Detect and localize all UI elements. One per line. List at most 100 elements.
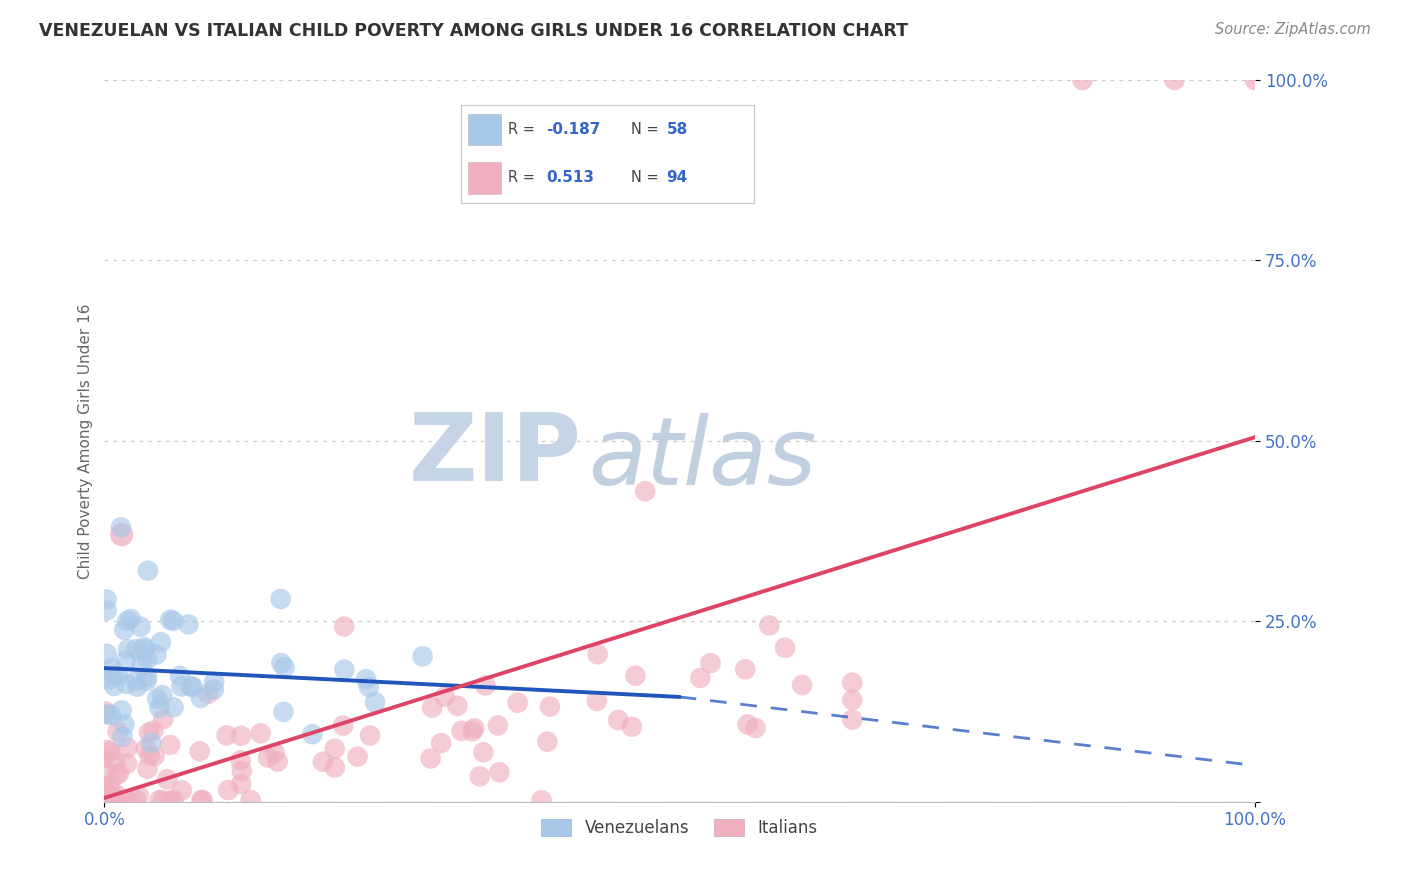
Point xyxy=(758,618,780,632)
Point xyxy=(323,741,346,756)
Point xyxy=(333,619,356,633)
Point xyxy=(472,745,495,759)
Point xyxy=(450,723,472,738)
Point xyxy=(127,680,149,694)
Point xyxy=(419,751,441,765)
Point xyxy=(332,718,354,732)
Point xyxy=(364,695,387,709)
Point xyxy=(624,669,647,683)
Point xyxy=(112,793,135,807)
Point xyxy=(257,750,280,764)
Point xyxy=(94,705,117,719)
Point xyxy=(148,700,170,714)
Point xyxy=(607,713,630,727)
Point xyxy=(149,635,172,649)
Point xyxy=(148,793,170,807)
Text: atlas: atlas xyxy=(588,413,815,504)
Point xyxy=(301,727,323,741)
Point xyxy=(150,688,173,702)
Point xyxy=(115,793,138,807)
Point xyxy=(103,668,125,682)
Point xyxy=(115,756,138,771)
Point xyxy=(474,678,496,692)
Point xyxy=(217,783,239,797)
Point xyxy=(177,617,200,632)
Point xyxy=(536,734,558,748)
Point xyxy=(159,738,181,752)
Point xyxy=(97,779,120,793)
Point xyxy=(270,656,292,670)
Point xyxy=(135,673,157,688)
Point xyxy=(790,678,813,692)
Point xyxy=(159,613,181,627)
Point xyxy=(530,793,553,807)
Point xyxy=(143,749,166,764)
Point xyxy=(412,649,434,664)
Point xyxy=(100,708,122,723)
Point xyxy=(114,654,136,668)
Point xyxy=(420,700,443,714)
Point xyxy=(169,669,191,683)
Point xyxy=(191,793,214,807)
Point xyxy=(117,614,139,628)
Point xyxy=(231,729,253,743)
Point xyxy=(135,741,157,756)
Point xyxy=(152,793,174,807)
Point xyxy=(197,687,219,701)
Point xyxy=(96,743,118,757)
Point xyxy=(744,721,766,735)
Point xyxy=(538,699,561,714)
Point xyxy=(97,788,120,802)
Point xyxy=(110,520,132,534)
Point xyxy=(111,730,134,744)
Point xyxy=(488,765,510,780)
Point xyxy=(841,693,863,707)
Text: VENEZUELAN VS ITALIAN CHILD POVERTY AMONG GIRLS UNDER 16 CORRELATION CHART: VENEZUELAN VS ITALIAN CHILD POVERTY AMON… xyxy=(39,22,908,40)
Point xyxy=(273,660,295,674)
Point xyxy=(202,682,225,697)
Point xyxy=(249,726,271,740)
Point xyxy=(96,592,118,607)
Point xyxy=(125,642,148,657)
Point xyxy=(486,718,509,732)
Point xyxy=(585,694,607,708)
Point xyxy=(136,652,159,666)
Point xyxy=(104,755,127,769)
Legend: Venezuelans, Italians: Venezuelans, Italians xyxy=(534,813,824,844)
Point xyxy=(346,749,368,764)
Point xyxy=(131,657,153,672)
Point xyxy=(117,642,139,657)
Point xyxy=(461,724,484,739)
Point xyxy=(96,765,118,780)
Point xyxy=(111,703,134,717)
Point xyxy=(117,740,139,755)
Point xyxy=(430,736,453,750)
Point xyxy=(162,700,184,714)
Point xyxy=(1163,73,1185,87)
Point xyxy=(107,724,129,739)
Point xyxy=(270,592,292,607)
Point xyxy=(239,793,262,807)
Y-axis label: Child Poverty Among Girls Under 16: Child Poverty Among Girls Under 16 xyxy=(79,303,93,579)
Point xyxy=(98,745,121,759)
Point xyxy=(115,677,138,691)
Point xyxy=(202,675,225,690)
Point xyxy=(105,768,128,782)
Point xyxy=(737,717,759,731)
Point xyxy=(162,614,184,628)
Point xyxy=(620,720,643,734)
Point xyxy=(108,766,131,780)
Point xyxy=(138,725,160,739)
Point xyxy=(506,696,529,710)
Point xyxy=(181,680,204,694)
Point xyxy=(359,729,381,743)
Point xyxy=(142,723,165,738)
Point xyxy=(190,793,212,807)
Point xyxy=(107,669,129,683)
Point xyxy=(128,789,150,803)
Point xyxy=(180,679,202,693)
Point xyxy=(112,623,135,637)
Point xyxy=(94,751,117,765)
Point xyxy=(267,755,290,769)
Point xyxy=(160,793,183,807)
